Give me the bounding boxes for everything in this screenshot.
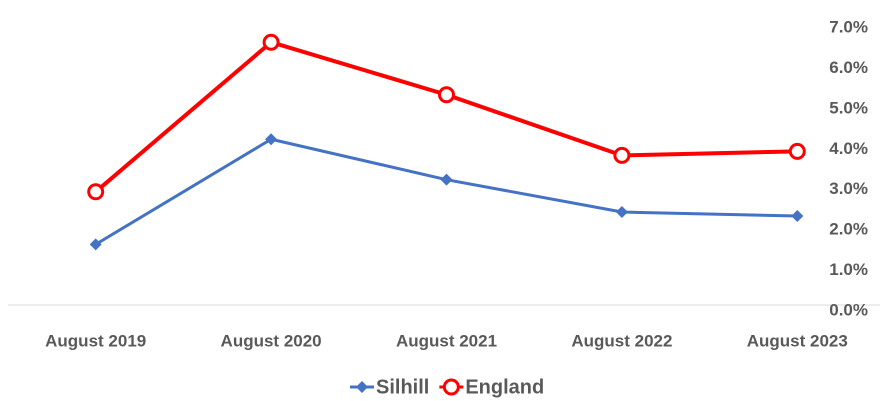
y-tick-label: 1.0% — [829, 260, 868, 279]
point — [89, 238, 102, 251]
legend-marker — [442, 378, 460, 396]
y-tick-label: 5.0% — [829, 98, 868, 117]
point — [615, 206, 628, 219]
point — [262, 33, 280, 51]
y-tick-label: 2.0% — [829, 220, 868, 239]
x-tick-label: August 2021 — [396, 331, 497, 350]
legend-label: Silhill — [376, 376, 429, 398]
y-tick-label: 3.0% — [829, 179, 868, 198]
point — [265, 133, 278, 146]
point — [613, 146, 631, 164]
y-tick-label: 4.0% — [829, 139, 868, 158]
x-tick-label: August 2019 — [45, 331, 146, 350]
x-tick-label: August 2023 — [747, 331, 848, 350]
legend-label: England — [465, 376, 544, 398]
x-tick-label: August 2020 — [221, 331, 322, 350]
series-line — [94, 40, 798, 194]
point — [440, 173, 453, 186]
y-tick-label: 0.0% — [829, 300, 868, 319]
y-tick-label: 7.0% — [829, 17, 868, 36]
point — [438, 86, 455, 104]
point — [791, 210, 804, 223]
point — [788, 142, 806, 160]
point — [87, 183, 105, 201]
legend: Silhill England — [350, 376, 544, 398]
y-tick-label: 6.0% — [829, 58, 868, 77]
x-tick-label: August 2022 — [571, 331, 672, 350]
legend-marker — [356, 381, 368, 393]
